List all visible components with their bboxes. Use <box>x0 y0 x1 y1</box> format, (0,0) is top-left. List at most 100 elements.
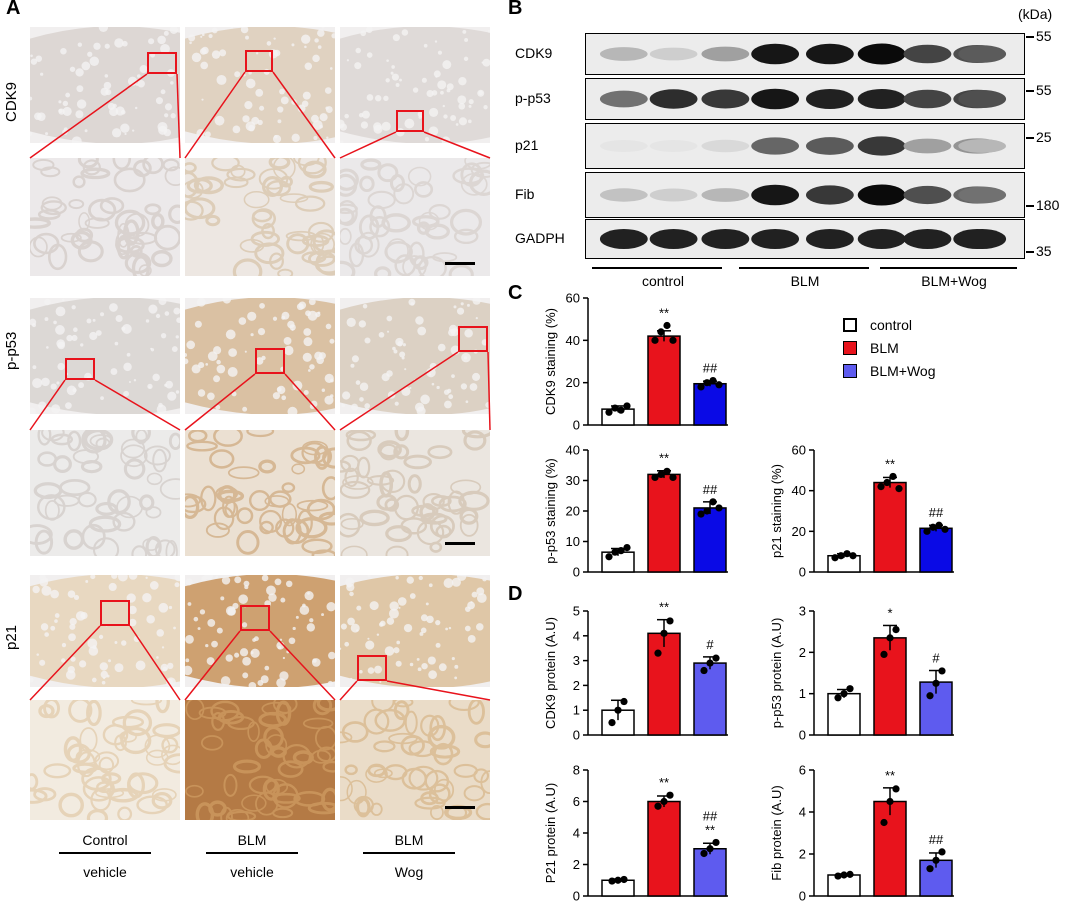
y-axis-label: p-p53 staining (%) <box>543 458 558 564</box>
kda-marker-4: 35 <box>1036 243 1052 259</box>
blot-band <box>649 188 698 202</box>
data-point <box>620 697 628 706</box>
data-point <box>846 870 854 878</box>
data-point <box>935 521 943 529</box>
legend-label-control: control <box>870 317 913 333</box>
zoom-region-box <box>357 655 387 681</box>
blot-band <box>701 89 750 109</box>
micrograph-6-3 <box>340 700 490 820</box>
blot-label-2: p21 <box>515 137 539 153</box>
data-point <box>654 802 662 810</box>
y-tick-label: 4 <box>573 628 580 643</box>
blot-band <box>958 139 1007 153</box>
scale-bar <box>445 806 475 809</box>
row-label-p21: p21 <box>3 624 20 650</box>
bar-chart-4: 0 1 2 3 4 5 CDK9 protein (A.U) ** # <box>543 600 728 743</box>
micrograph-5-3 <box>340 575 490 687</box>
y-tick-label: 0 <box>799 565 806 580</box>
bar-BLM+Wog <box>693 507 727 573</box>
data-point <box>697 383 705 391</box>
significance-label: ## <box>929 832 944 847</box>
data-point <box>929 523 937 531</box>
blot-strip-0 <box>585 33 1025 75</box>
bar-chart-7: 0 2 4 6 Fib protein (A.U) ** ## <box>769 763 954 904</box>
kda-marker-tick <box>1026 205 1034 207</box>
micrograph-1-1 <box>30 27 180 143</box>
panel-c-letter: C <box>508 282 523 304</box>
legend-swatch-blm-wog <box>843 364 857 378</box>
data-point <box>834 872 842 880</box>
data-point <box>846 685 854 693</box>
scale-bar <box>445 542 475 545</box>
significance-label: ## <box>703 361 718 376</box>
data-point <box>703 379 711 387</box>
data-point <box>938 848 946 856</box>
bar-BLM+Wog <box>693 848 727 897</box>
data-point <box>877 483 885 491</box>
legend-item-control: control <box>843 316 936 334</box>
blot-band <box>805 137 854 155</box>
micrograph-4-2 <box>185 430 335 556</box>
blot-band <box>958 45 1007 63</box>
kda-marker-2: 25 <box>1036 129 1052 145</box>
y-tick-label: 2 <box>573 857 580 872</box>
panel-d-letter: D <box>508 583 523 605</box>
condition-1-top: Control <box>82 832 128 848</box>
data-point <box>941 525 949 533</box>
condition-1-bottom: vehicle <box>83 864 127 880</box>
y-axis-label: CDK9 staining (%) <box>543 308 558 415</box>
significance-label: # <box>706 637 714 652</box>
y-tick-label: 4 <box>573 826 580 841</box>
data-point <box>880 818 888 827</box>
data-point <box>700 666 708 675</box>
data-point <box>706 659 714 667</box>
kda-marker-tick <box>1026 137 1034 139</box>
y-tick-label: 0 <box>573 418 580 433</box>
chart-legend: control BLM BLM+Wog <box>843 316 936 385</box>
legend-label-blm: BLM <box>870 340 899 356</box>
y-tick-label: 6 <box>573 794 580 809</box>
blot-label-1: p-p53 <box>515 90 551 106</box>
bar-BLM <box>647 632 681 736</box>
data-point <box>611 404 619 412</box>
data-point <box>926 692 934 700</box>
group-label-control: control <box>641 273 685 289</box>
data-point <box>837 552 845 560</box>
data-point <box>712 654 720 662</box>
data-point <box>617 547 625 555</box>
significance-label: ** <box>885 768 895 783</box>
kda-marker-0: 55 <box>1036 28 1052 44</box>
y-tick-label: 60 <box>566 291 580 306</box>
blot-band <box>958 89 1007 109</box>
y-tick-label: 3 <box>573 653 580 668</box>
y-tick-label: 20 <box>792 524 806 539</box>
data-point <box>657 328 665 336</box>
bar-chart-5: 0 1 2 3 p-p53 protein (A.U) * # <box>769 604 954 743</box>
data-point <box>886 797 894 806</box>
y-tick-label: 0 <box>573 889 580 904</box>
bar-BLM <box>873 800 907 897</box>
micrograph-3-1 <box>30 298 180 414</box>
data-point <box>623 402 631 410</box>
zoom-region-box <box>100 600 130 626</box>
y-axis-label: p-p53 protein (A.U) <box>769 618 784 729</box>
y-tick-label: 0 <box>799 728 806 743</box>
y-tick-label: 40 <box>566 333 580 348</box>
blot-band <box>958 229 1007 249</box>
y-tick-label: 1 <box>799 686 806 701</box>
data-point <box>849 552 857 560</box>
y-tick-label: 4 <box>799 805 806 820</box>
data-point <box>669 473 677 482</box>
data-point <box>889 472 897 481</box>
micrograph-2-2 <box>185 158 335 276</box>
blot-label-0: CDK9 <box>515 45 553 61</box>
significance-label: ## <box>703 808 718 823</box>
significance-label: # <box>932 651 940 666</box>
data-point <box>938 667 946 675</box>
row-label-cdk9: CDK9 <box>3 81 20 122</box>
data-point <box>840 871 848 879</box>
blot-band <box>751 229 800 249</box>
data-point <box>932 679 940 687</box>
kda-marker-3: 180 <box>1036 197 1060 213</box>
blot-band <box>701 46 750 62</box>
